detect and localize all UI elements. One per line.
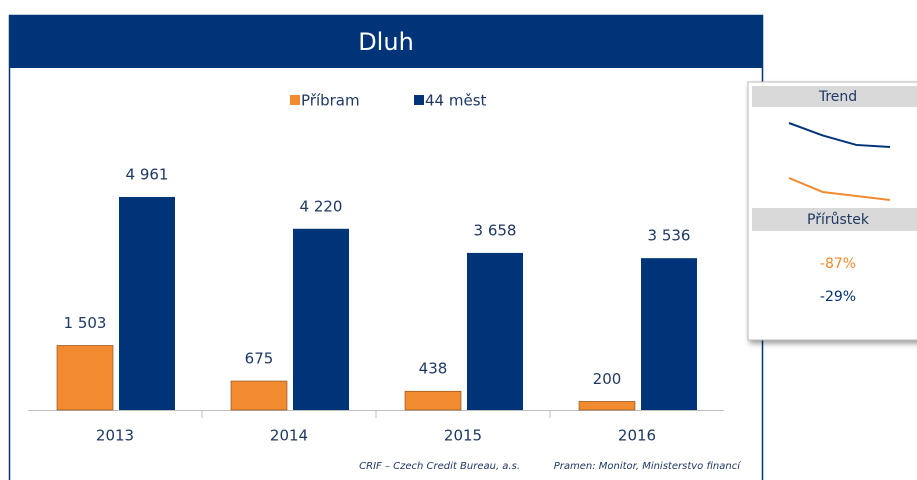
- data-label: 4 220: [300, 197, 343, 215]
- bar: [230, 380, 288, 411]
- header-band: [9, 15, 763, 68]
- x-tick-label: 2013: [96, 427, 134, 445]
- sparkline: [788, 177, 891, 201]
- trend-header: [752, 86, 917, 107]
- legend-label: Příbram: [301, 92, 360, 110]
- bar: [56, 345, 114, 411]
- data-label: 675: [245, 350, 274, 368]
- change-value: -29%: [820, 289, 856, 305]
- sparkline: [788, 122, 891, 148]
- x-tick-label: 2014: [270, 427, 308, 445]
- trend-title: Trend: [818, 89, 857, 105]
- change-value: -87%: [820, 256, 856, 272]
- bar: [467, 252, 523, 410]
- data-label: 3 658: [474, 221, 517, 239]
- legend-label: 44 měst: [425, 92, 487, 110]
- chart-title: Dluh: [358, 28, 414, 56]
- legend-swatch: [290, 95, 300, 105]
- data-label: 200: [593, 370, 622, 388]
- change-header: [752, 208, 917, 231]
- source: CRIF – Czech Credit Bureau, a.s.: [359, 461, 520, 472]
- bar: [119, 196, 175, 410]
- data-label: 3 536: [648, 227, 691, 245]
- data-label: 1 503: [64, 314, 107, 332]
- data-label: 438: [419, 360, 448, 378]
- bar: [293, 228, 349, 410]
- x-tick-label: 2016: [618, 427, 656, 445]
- change-title: Přírůstek: [807, 212, 870, 228]
- data-label: 4 961: [126, 165, 169, 183]
- bar: [578, 401, 636, 411]
- bar: [404, 390, 462, 411]
- x-tick-label: 2015: [444, 427, 482, 445]
- source-note: Pramen: Monitor, Ministerstvo financí: [554, 460, 742, 472]
- legend-swatch: [414, 95, 424, 105]
- bar: [641, 258, 697, 410]
